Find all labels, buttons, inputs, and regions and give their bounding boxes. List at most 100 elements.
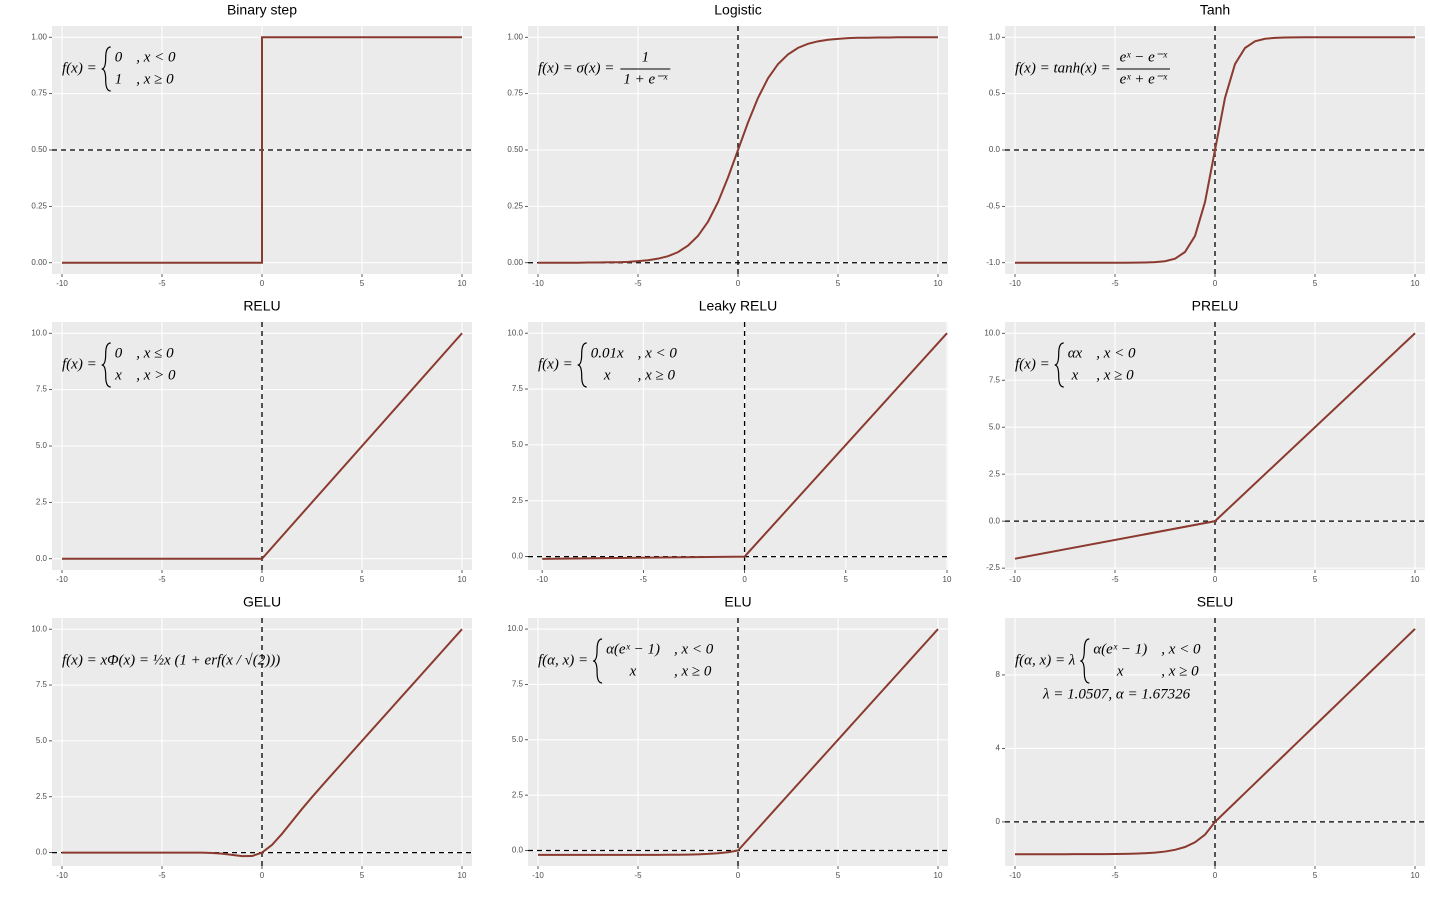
panel: Logistic 0.00 0.25 0.50 0.75 1.00 -10 -5 0 5 10 f(x… — [507, 2, 948, 288]
formula-lhs: f(α, x) = λ — [1015, 652, 1076, 668]
panel: PRELU -2.5 0.0 2.5 5.0 7.5 10.0 -10 -5 0 5 10 f(x) =… — [984, 298, 1425, 584]
y-tick-label: 0.0 — [989, 516, 1001, 525]
x-tick-label: -10 — [532, 871, 544, 880]
x-tick-label: 5 — [1313, 279, 1318, 288]
x-tick-label: 10 — [1411, 575, 1420, 584]
chart-title: Leaky RELU — [699, 298, 778, 314]
y-tick-label: 0.50 — [31, 145, 47, 154]
y-tick-label: 7.5 — [512, 384, 524, 393]
chart-title: SELU — [1197, 594, 1234, 610]
line — [62, 332, 463, 560]
chart-title: Logistic — [714, 2, 761, 18]
y-tick-label: 10.0 — [31, 328, 47, 337]
y-tick-label: 5.0 — [36, 736, 48, 745]
x-tick-label: -10 — [56, 575, 68, 584]
x-tick-label: -5 — [634, 279, 642, 288]
line — [62, 628, 463, 858]
y-tick-label: -2.5 — [986, 563, 1000, 572]
case-condition: , x ≥ 0 — [1096, 367, 1134, 383]
case-expression: x — [1071, 367, 1079, 383]
x-tick-label: 0 — [1213, 575, 1218, 584]
x-tick-label: 5 — [1313, 871, 1318, 880]
y-tick-label: -1.0 — [986, 258, 1000, 267]
case-expression: x — [629, 663, 637, 679]
x-tick-label: -10 — [1009, 279, 1021, 288]
x-tick-label: 5 — [836, 279, 841, 288]
y-tick-label: 7.5 — [36, 385, 48, 394]
x-tick-label: -5 — [158, 575, 166, 584]
panel: SELU 0 4 8 -10 -5 0 5 10 f(α, x) = λ α(eˣ − 1) x , x… — [996, 594, 1425, 880]
y-tick-label: 0.0 — [36, 554, 48, 563]
y-tick-label: 0 — [996, 817, 1001, 826]
x-tick-label: 0 — [260, 871, 265, 880]
x-tick-label: 10 — [458, 871, 467, 880]
fraction-numerator: eˣ − e⁻ˣ — [1120, 49, 1168, 65]
formula-lhs: f(x) = — [538, 356, 573, 372]
x-tick-label: 10 — [943, 575, 952, 584]
y-tick-label: 0.75 — [31, 89, 47, 98]
y-tick-label: 0.0 — [989, 145, 1001, 154]
case-condition: , x < 0 — [1096, 345, 1136, 361]
y-tick-label: 2.5 — [512, 496, 524, 505]
panel: ELU 0.0 2.5 5.0 7.5 10.0 -10 -5 0 5 10 f(α, x) = α(e… — [507, 594, 948, 880]
y-tick-label: 5.0 — [512, 735, 524, 744]
case-expression: 0 — [115, 345, 123, 361]
case-expression: αx — [1068, 345, 1083, 361]
x-tick-label: 5 — [360, 575, 365, 584]
y-tick-label: 0.75 — [507, 89, 523, 98]
x-tick-label: -5 — [158, 279, 166, 288]
x-tick-label: 10 — [458, 575, 467, 584]
line — [62, 36, 462, 264]
x-tick-label: 5 — [360, 279, 365, 288]
y-tick-label: 4 — [996, 744, 1001, 753]
y-tick-label: 5.0 — [989, 422, 1001, 431]
panel: Tanh -1.0 -0.5 0.0 0.5 1.0 -10 -5 0 5 10 f(x) = tan… — [986, 2, 1425, 288]
formula-lhs: f(x) = — [1015, 356, 1050, 372]
y-tick-label: 7.5 — [512, 680, 524, 689]
y-tick-label: 7.5 — [989, 375, 1001, 384]
case-expression: x — [1116, 663, 1124, 679]
case-condition: , x ≥ 0 — [674, 663, 712, 679]
formula: f(x) = xΦ(x) = ½x (1 + erf(x / √(2))) — [62, 652, 280, 668]
x-tick-label: 0 — [260, 575, 265, 584]
case-condition: , x < 0 — [136, 49, 176, 65]
y-tick-label: 2.5 — [36, 497, 48, 506]
case-condition: , x < 0 — [638, 345, 678, 361]
y-tick-label: 5.0 — [512, 440, 524, 449]
y-tick-label: 5.0 — [36, 441, 48, 450]
brace — [577, 342, 587, 388]
x-tick-label: -10 — [56, 279, 68, 288]
chart-title: PRELU — [1192, 298, 1239, 314]
formula-lhs: f(α, x) = — [538, 652, 588, 668]
x-tick-label: 0 — [736, 871, 741, 880]
x-tick-label: -10 — [532, 279, 544, 288]
case-expression: 0 — [115, 49, 123, 65]
x-tick-label: 10 — [1411, 279, 1420, 288]
line — [538, 628, 939, 856]
chart-title: GELU — [243, 594, 281, 610]
x-tick-label: -10 — [536, 575, 548, 584]
x-tick-label: 10 — [1411, 871, 1420, 880]
y-tick-label: 0.0 — [512, 552, 524, 561]
x-tick-label: 0 — [742, 575, 747, 584]
chart-title: ELU — [724, 594, 751, 610]
line — [1014, 332, 1416, 560]
x-tick-label: 10 — [934, 871, 943, 880]
line — [542, 332, 948, 560]
x-tick-label: -5 — [640, 575, 648, 584]
panel: GELU 0.0 2.5 5.0 7.5 10.0 -10 -5 0 5 10 f(x) = xΦ(x… — [31, 594, 472, 880]
formula-lhs: f(x) = σ(x) = — [538, 60, 614, 76]
x-tick-label: 5 — [844, 575, 849, 584]
y-tick-label: 8 — [996, 670, 1001, 679]
y-tick-label: 0.25 — [31, 201, 47, 210]
y-tick-label: 2.5 — [989, 469, 1001, 478]
formula-note: λ = 1.0507, α = 1.67326 — [1042, 686, 1191, 702]
x-tick-label: -10 — [1009, 575, 1021, 584]
y-tick-label: 10.0 — [31, 624, 47, 633]
fraction-denominator: eˣ + e⁻ˣ — [1120, 71, 1168, 87]
x-tick-label: 0 — [736, 279, 741, 288]
fraction-denominator: 1 + e⁻ˣ — [623, 71, 668, 87]
x-tick-label: 10 — [934, 279, 943, 288]
